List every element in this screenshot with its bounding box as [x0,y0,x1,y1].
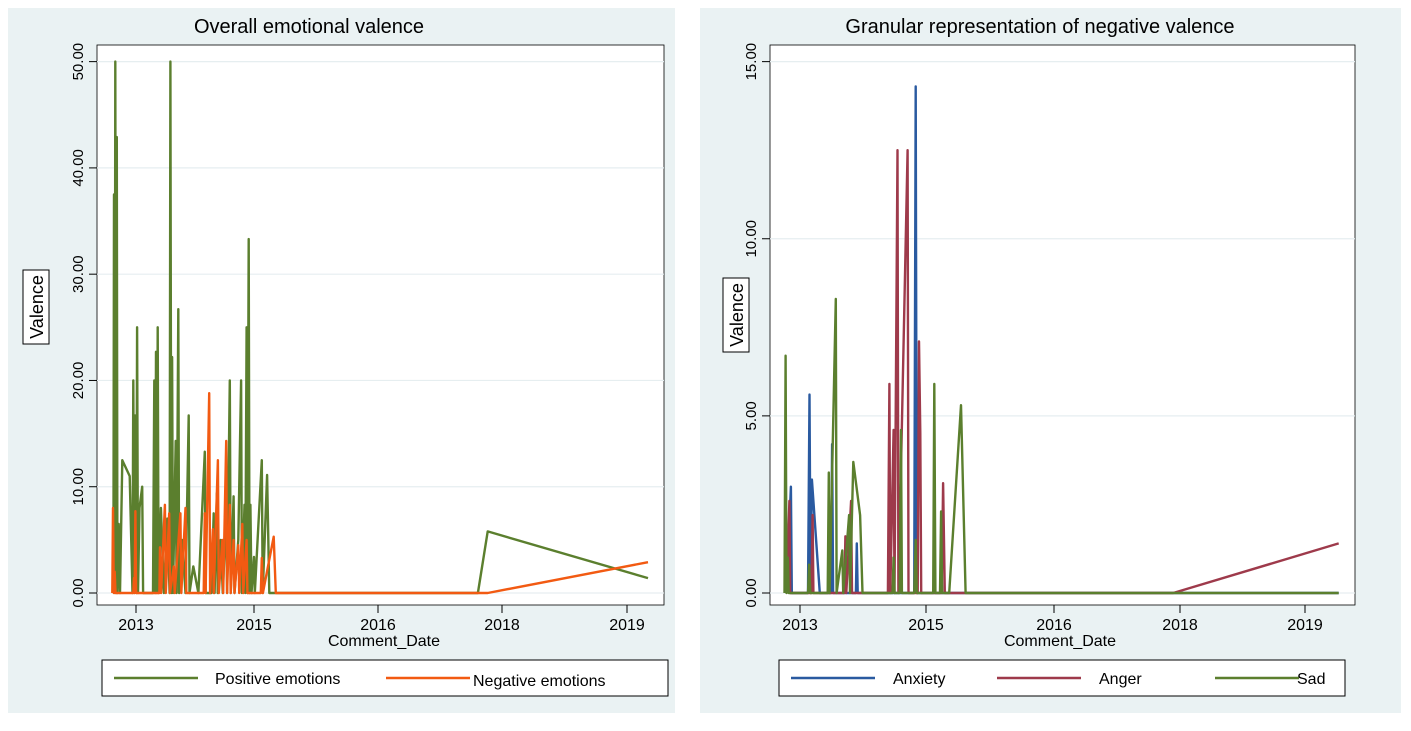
x-axis-label: Comment_Date [1004,633,1116,650]
legend-label-positive: Positive emotions [215,671,340,688]
legend-label-anxiety: Anxiety [893,671,945,688]
legend-label-anger: Anger [1099,671,1142,688]
x-tick-label-2016: 2016 [360,617,396,634]
plot-area [769,44,1356,606]
x-axis: 2013 2015 2016 2018 2019 [118,605,645,634]
x-tick-label-2013: 2013 [782,617,818,634]
y-axis: 0.00 5.00 10.00 15.00 [743,43,770,608]
y-tick-label: 30.00 [70,255,87,293]
y-tick-label: 5.00 [743,401,760,430]
y-tick-label: 50.00 [70,43,87,81]
x-axis: 2013 2015 2016 2018 2019 [782,605,1323,634]
y-axis-label-box [22,269,50,345]
y-tick-label: 0.00 [70,578,87,607]
y-axis-label: Valence [727,283,747,347]
x-tick-label-2019: 2019 [1287,617,1323,634]
plot-lines [111,60,649,595]
series-line-negative-emotions [111,392,649,595]
plot-lines [783,85,1340,595]
y-axis-label-box [722,277,750,353]
y-tick-label: 10.00 [743,220,760,258]
y-tick-label: 40.00 [70,149,87,187]
plot-area [96,44,665,606]
x-tick-label-2016: 2016 [1036,617,1072,634]
x-axis-label: Comment_Date [328,633,440,650]
x-tick-label-2018: 2018 [1162,617,1198,634]
x-tick-label-2018: 2018 [484,617,520,634]
y-axis-label: Valence [27,275,47,339]
series-line-sad [783,297,1339,595]
chart-panel-left: Overall emotional valence 0.00 10.00 20.00… [8,8,675,713]
y-tick-label: 15.00 [743,43,760,81]
chart-panel-right: Granular representation of negative vale… [700,8,1401,713]
chart-title: Overall emotional valence [194,16,424,38]
y-tick-label: 20.00 [70,362,87,400]
y-tick-label: 0.00 [743,578,760,607]
y-tick-label: 10.00 [70,468,87,506]
chart-title: Granular representation of negative vale… [845,16,1234,38]
x-tick-label-2015: 2015 [236,617,272,634]
x-tick-label-2019: 2019 [609,617,645,634]
legend-label-negative: Negative emotions [473,673,606,690]
x-tick-label-2013: 2013 [118,617,154,634]
x-tick-label-2015: 2015 [908,617,944,634]
y-axis: 0.00 10.00 20.00 30.00 40.00 50.00 [70,43,97,608]
legend-label-sad: Sad [1297,671,1325,688]
